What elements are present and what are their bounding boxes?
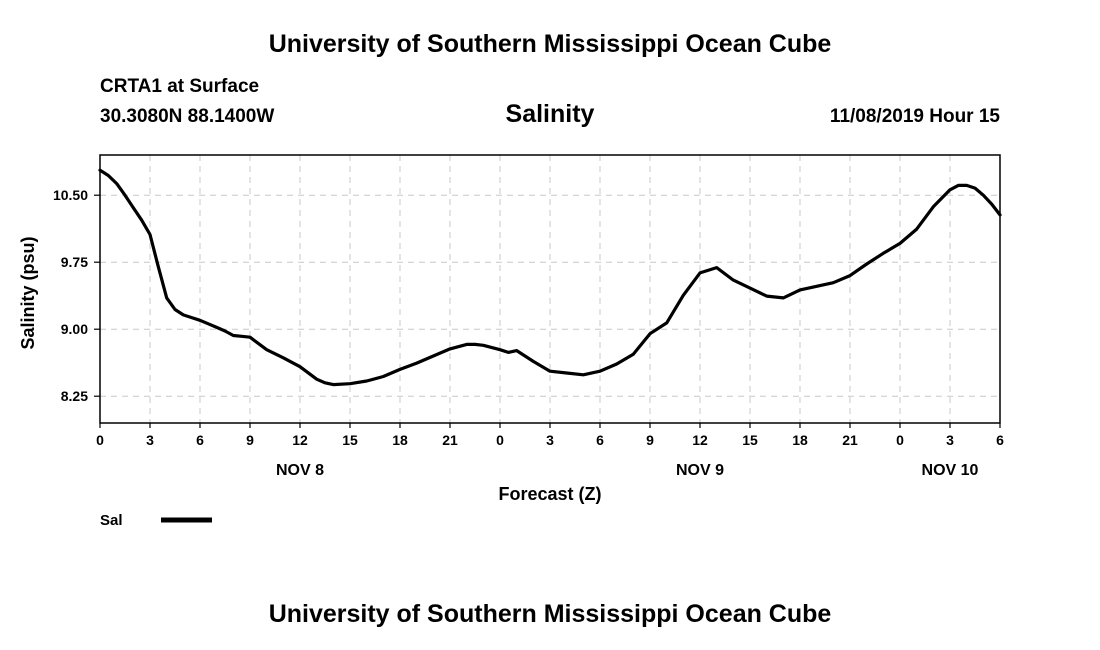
label-layer: 0 3 6 9 12 15 18 21 0 3 6 9 12 15 18 21 0 3 6 8.25 9.00 9.75 1… (53, 187, 1004, 479)
x-tick-label: 12 (292, 432, 308, 448)
y-axis-title: Salinity (psu) (18, 236, 38, 349)
x-tick-label: 21 (442, 432, 458, 448)
tick-layer (94, 194, 1001, 428)
x-tick-label: 9 (646, 432, 654, 448)
x-tick-label: 15 (742, 432, 758, 448)
x-tick-label: 12 (692, 432, 708, 448)
y-tick-label: 8.25 (61, 388, 88, 404)
x-tick-label: 0 (96, 432, 104, 448)
y-tick-label: 10.50 (53, 187, 88, 203)
x-tick-label: 6 (196, 432, 204, 448)
x-tick-label: 15 (342, 432, 358, 448)
x-tick-label: 3 (146, 432, 154, 448)
date-label: NOV 8 (276, 462, 324, 479)
legend-label: Sal (100, 512, 123, 529)
x-tick-label: 21 (842, 432, 858, 448)
footer-title: University of Southern Mississippi Ocean… (268, 600, 832, 628)
x-tick-label: 3 (946, 432, 954, 448)
header-title: University of Southern Mississippi Ocean… (268, 30, 832, 58)
station-name: CRTA1 at Surface (100, 76, 260, 97)
series-line-sal (98, 168, 1002, 387)
x-tick-label: 0 (496, 432, 504, 448)
x-tick-label: 6 (996, 432, 1004, 448)
y-tick-label: 9.00 (61, 321, 88, 337)
x-axis-title: Forecast (Z) (498, 484, 601, 504)
x-tick-label: 18 (792, 432, 808, 448)
date-label: NOV 9 (676, 462, 724, 479)
legend: Sal (100, 512, 212, 529)
x-tick-label: 3 (546, 432, 554, 448)
date-label: NOV 10 (922, 462, 979, 479)
x-tick-label: 9 (246, 432, 254, 448)
series-layer (98, 168, 1002, 387)
station-coords: 30.3080N 88.1400W (100, 106, 275, 127)
grid-layer (100, 155, 1000, 423)
x-tick-label: 0 (896, 432, 904, 448)
x-tick-label: 6 (596, 432, 604, 448)
forecast-time: 11/08/2019 Hour 15 (829, 106, 1000, 127)
x-tick-label: 18 (392, 432, 408, 448)
chart-title: Salinity (505, 100, 595, 128)
y-tick-label: 9.75 (61, 254, 88, 270)
